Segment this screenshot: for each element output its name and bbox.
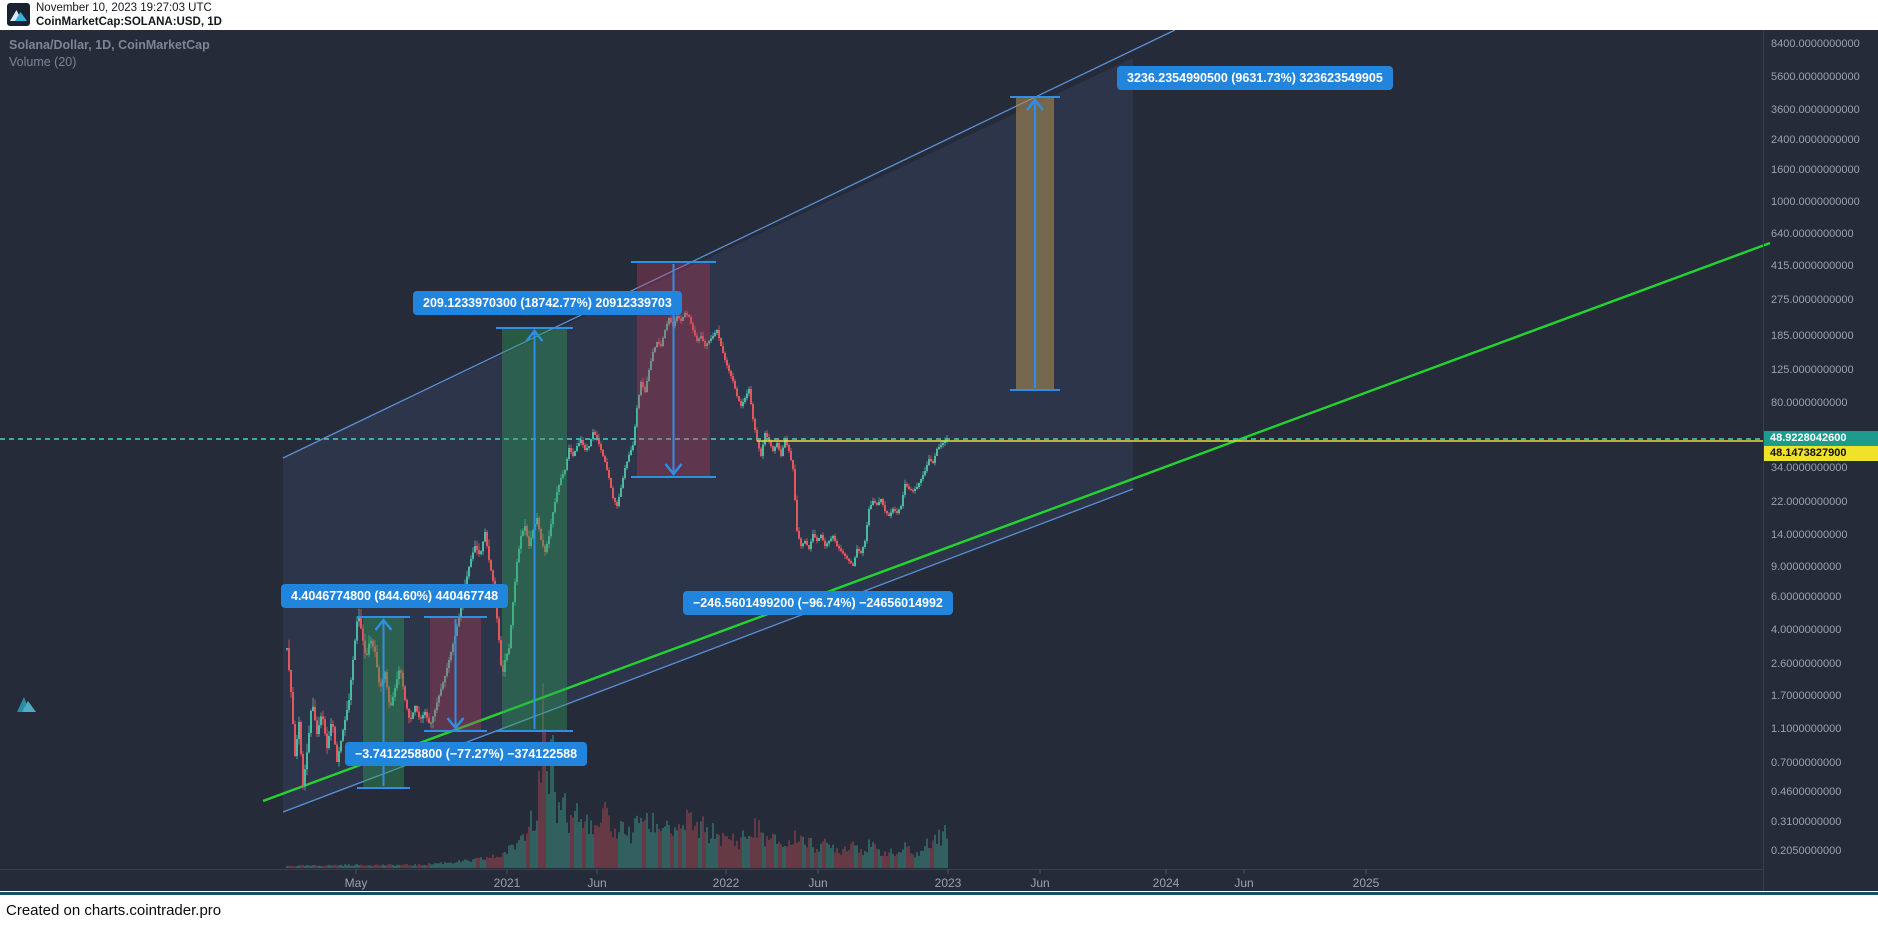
measurement-tooltip[interactable]: 3236.2354990500 (9631.73%) 323623549905 xyxy=(1117,66,1393,90)
price-axis-label: 2.6000000000 xyxy=(1771,658,1842,670)
measurement-tooltip[interactable]: 4.4046774800 (844.60%) 440467748 xyxy=(281,584,509,608)
time-axis-label: Jun xyxy=(587,876,607,890)
time-axis-label: May xyxy=(344,876,368,890)
watermark-logo-icon xyxy=(17,697,36,712)
price-axis-label: 1.7000000000 xyxy=(1771,690,1842,702)
support-line[interactable] xyxy=(262,241,1771,803)
series-legend[interactable]: Solana/Dollar, 1D, CoinMarketCap xyxy=(9,38,210,52)
chart-background[interactable] xyxy=(0,30,1878,891)
price-axis-label: 640.0000000000 xyxy=(1771,228,1854,240)
price-axis-label: 1000.0000000000 xyxy=(1771,196,1860,208)
footer-bar: Created on charts.cointrader.pro xyxy=(0,897,1878,928)
price-axis-label: 0.7000000000 xyxy=(1771,757,1842,769)
price-axis-label: 0.4600000000 xyxy=(1771,786,1842,798)
time-axis-label: Jun xyxy=(1030,876,1050,890)
time-axis-label: 2021 xyxy=(493,876,521,890)
price-axis-label: 34.0000000000 xyxy=(1771,462,1848,474)
last-price-badge: 48.9228042600 xyxy=(1764,431,1878,446)
price-axis-label: 185.0000000000 xyxy=(1771,330,1854,342)
price-axis-label: 2400.0000000000 xyxy=(1771,134,1860,146)
time-axis-label: Jun xyxy=(808,876,828,890)
price-axis-label: 125.0000000000 xyxy=(1771,364,1854,376)
candlestick-series xyxy=(286,310,948,791)
chart-symbol-interval: CoinMarketCap:SOLANA:USD, 1D xyxy=(36,16,222,28)
price-axis-label: 275.0000000000 xyxy=(1771,294,1854,306)
trend-channel-fill xyxy=(283,58,1133,812)
price-axis-label: 1.1000000000 xyxy=(1771,723,1842,735)
time-axis-label: Jun xyxy=(1234,876,1254,890)
time-axis-label: 2022 xyxy=(712,876,740,890)
price-axis-label: 14.0000000000 xyxy=(1771,529,1848,541)
price-axis-label: 0.3100000000 xyxy=(1771,816,1842,828)
bottom-accent-strip xyxy=(0,892,1878,895)
time-axis-label: 2024 xyxy=(1152,876,1180,890)
price-axis-label: 415.0000000000 xyxy=(1771,260,1854,272)
price-axis-label: 4.0000000000 xyxy=(1771,624,1842,636)
top-info-bar: November 10, 2023 19:27:03 UTC CoinMarke… xyxy=(0,0,1878,30)
measurement-box[interactable] xyxy=(1010,96,1060,391)
price-axis-label: 5600.0000000000 xyxy=(1771,71,1860,83)
measurement-tooltip[interactable]: −246.5601499200 (−96.74%) −24656014992 xyxy=(683,591,953,615)
time-axis-label: 2025 xyxy=(1352,876,1380,890)
price-axis-label: 22.0000000000 xyxy=(1771,496,1848,508)
horizontal-ray-price-badge: 48.1473827900 xyxy=(1764,446,1878,461)
volume-indicator-legend[interactable]: Volume (20) xyxy=(9,55,77,69)
measurement-box[interactable] xyxy=(496,327,573,732)
price-axis-label: 8400.0000000000 xyxy=(1771,38,1860,50)
price-axis-label: 6.0000000000 xyxy=(1771,591,1842,603)
time-axis-label: 2023 xyxy=(934,876,962,890)
price-axis-label: 80.0000000000 xyxy=(1771,397,1848,409)
price-axis-label: 3600.0000000000 xyxy=(1771,104,1860,116)
price-axis-label: 9.0000000000 xyxy=(1771,561,1842,573)
measurement-box[interactable] xyxy=(424,616,487,732)
price-axis-label: 0.2050000000 xyxy=(1771,845,1842,857)
cointrader-logo-icon xyxy=(7,3,30,26)
volume-bars xyxy=(286,683,948,868)
price-axis-label: 1600.0000000000 xyxy=(1771,164,1860,176)
measurement-tooltip[interactable]: 209.1233970300 (18742.77%) 20912339703 xyxy=(413,291,682,315)
footer-credit: Created on charts.cointrader.pro xyxy=(6,902,222,919)
measurement-tooltip[interactable]: −3.7412258800 (−77.27%) −374122588 xyxy=(345,742,588,766)
chart-timestamp: November 10, 2023 19:27:03 UTC xyxy=(36,2,212,14)
